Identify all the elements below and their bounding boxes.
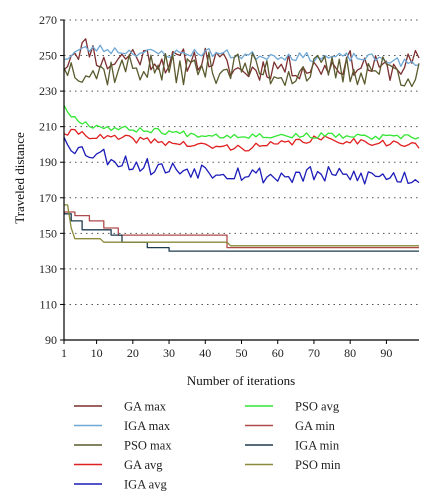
series-line-ga-min bbox=[64, 211, 419, 249]
x-tick-label: 1 bbox=[61, 346, 67, 360]
series-line-pso-max bbox=[63, 51, 420, 88]
y-tick-label: 210 bbox=[39, 120, 57, 134]
legend-item: GA max bbox=[74, 400, 167, 414]
x-tick-label: 70 bbox=[308, 346, 320, 360]
series-line-iga-min bbox=[64, 213, 419, 252]
series-line-pso-min bbox=[64, 204, 419, 247]
legend-item: IGA avg bbox=[74, 478, 167, 492]
legend-label: PSO avg bbox=[295, 400, 340, 414]
legend-label: GA max bbox=[124, 400, 167, 414]
legend-item: IGA max bbox=[74, 419, 171, 433]
series-line-pso-avg bbox=[63, 104, 420, 141]
legend-label: GA min bbox=[295, 419, 336, 433]
x-tick-label: 20 bbox=[127, 346, 139, 360]
x-tick-label: 50 bbox=[236, 346, 248, 360]
legend-label: PSO max bbox=[124, 439, 172, 453]
series-line-ga-avg bbox=[63, 128, 420, 152]
x-tick-label: 40 bbox=[199, 346, 211, 360]
legend-item: PSO min bbox=[245, 458, 341, 472]
x-tick-label: 90 bbox=[380, 346, 392, 360]
series-layer bbox=[63, 38, 420, 252]
y-tick-label: 150 bbox=[39, 226, 57, 240]
axes bbox=[60, 19, 419, 344]
series-line-iga-avg bbox=[63, 137, 420, 185]
tick-labels: 1 10 20 30 40 50 60 70 80 90901101301501701902102… bbox=[39, 13, 392, 360]
y-tick-label: 270 bbox=[39, 13, 57, 27]
y-axis-title: Traveled distance bbox=[12, 132, 27, 224]
y-tick-label: 190 bbox=[39, 155, 57, 169]
legend-label: PSO min bbox=[295, 458, 341, 472]
legend-label: GA avg bbox=[124, 458, 163, 472]
x-tick-label: 60 bbox=[272, 346, 284, 360]
x-axis-title: Number of iterations bbox=[187, 373, 295, 388]
y-tick-label: 90 bbox=[45, 333, 57, 347]
legend-item: GA min bbox=[245, 419, 336, 433]
legend-item: PSO avg bbox=[245, 400, 340, 414]
legend-label: IGA min bbox=[295, 439, 340, 453]
x-tick-label: 80 bbox=[344, 346, 356, 360]
y-tick-label: 230 bbox=[39, 84, 57, 98]
y-tick-label: 130 bbox=[39, 262, 57, 276]
y-tick-label: 170 bbox=[39, 191, 57, 205]
legend-item: IGA min bbox=[245, 439, 340, 453]
y-tick-label: 250 bbox=[39, 49, 57, 63]
x-tick-label: 10 bbox=[91, 346, 103, 360]
legend-item: PSO max bbox=[74, 439, 172, 453]
x-tick-label: 30 bbox=[163, 346, 175, 360]
series-line-iga-max bbox=[63, 44, 420, 68]
legend-label: IGA avg bbox=[124, 478, 167, 492]
y-tick-label: 110 bbox=[39, 297, 57, 311]
legend-label: IGA max bbox=[124, 419, 171, 433]
legend: GA max IGA max PSO max GA avg IGA avg PSO avg… bbox=[74, 400, 341, 492]
legend-item: GA avg bbox=[74, 458, 163, 472]
